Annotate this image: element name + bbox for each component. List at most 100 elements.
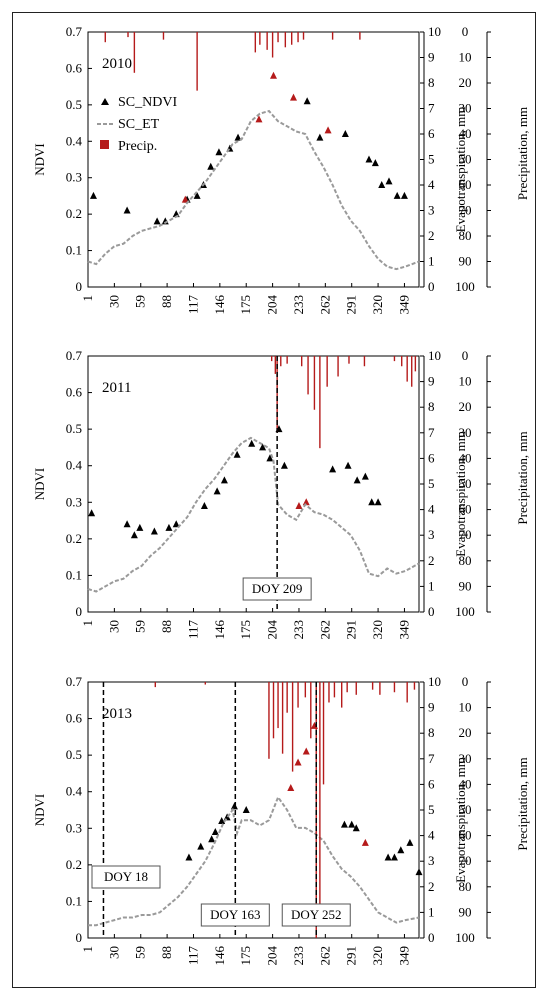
ndvi-point: [384, 853, 392, 861]
et-tick-label: 1: [428, 578, 435, 593]
ndvi-point: [150, 527, 158, 535]
ndvi-point: [287, 784, 295, 792]
et-tick-label: 9: [428, 700, 435, 715]
precip-tick-label: 60: [459, 502, 472, 517]
et-tick-label: 10: [428, 348, 441, 363]
chart-panel-2013: 00.10.20.30.40.50.60.7NDVI012345678910Ev…: [32, 674, 530, 966]
ndvi-tick-label: 0: [76, 930, 83, 945]
ndvi-tick-label: 0.2: [66, 857, 82, 872]
et-axis-label: Evapotranspiration, mm: [453, 107, 468, 233]
et-tick-label: 4: [428, 828, 435, 843]
x-tick-label: 59: [133, 946, 148, 959]
et-tick-label: 0: [428, 930, 435, 945]
ndvi-point: [136, 523, 144, 531]
ndvi-point: [348, 820, 356, 828]
et-tick-label: 6: [428, 450, 435, 465]
precip-tick-label: 80: [459, 228, 472, 243]
ndvi-axis-label: NDVI: [32, 468, 47, 501]
x-tick-label: 146: [212, 946, 227, 966]
ndvi-tick-label: 0.7: [66, 674, 83, 689]
ndvi-point: [302, 747, 310, 755]
ndvi-point: [266, 454, 274, 462]
precip-tick-label: 90: [459, 254, 472, 269]
precip-tick-label: 30: [459, 751, 472, 766]
x-tick-label: 1: [80, 295, 95, 302]
ndvi-point: [400, 191, 408, 199]
ndvi-point: [218, 816, 226, 824]
ndvi-point: [340, 820, 348, 828]
chart-panel-2011: 00.10.20.30.40.50.60.7NDVI012345678910Ev…: [32, 348, 530, 640]
ndvi-tick-label: 0.5: [66, 421, 82, 436]
x-tick-label: 320: [370, 946, 385, 966]
ndvi-tick-label: 0.3: [66, 820, 82, 835]
panel-year-label: 2013: [102, 706, 132, 722]
et-tick-label: 2: [428, 228, 435, 243]
et-tick-label: 1: [428, 254, 435, 269]
ndvi-point: [233, 450, 241, 458]
x-tick-label: 146: [212, 620, 227, 640]
legend-entry: SC_NDVI: [118, 95, 177, 110]
ndvi-point: [406, 838, 414, 846]
ndvi-point: [165, 523, 173, 531]
ndvi-point: [302, 498, 310, 506]
et-tick-label: 2: [428, 879, 435, 894]
ndvi-point: [200, 501, 208, 509]
legend-marker-square: [100, 140, 109, 149]
et-tick-label: 5: [428, 476, 435, 491]
x-tick-label: 291: [344, 295, 359, 315]
ndvi-point: [220, 476, 228, 484]
precip-axis-label: Precipitation, mm: [515, 757, 530, 850]
ndvi-point: [374, 498, 382, 506]
precip-tick-label: 60: [459, 177, 472, 192]
plot-area: [87, 355, 420, 613]
et-line: [87, 436, 420, 593]
ndvi-point: [248, 439, 256, 447]
ndvi-point: [324, 126, 332, 134]
et-tick-label: 2: [428, 553, 435, 568]
precip-axis-label: Precipitation, mm: [515, 431, 530, 524]
et-tick-label: 3: [428, 527, 435, 542]
x-tick-label: 146: [212, 295, 227, 315]
et-tick-label: 3: [428, 203, 435, 218]
x-tick-label: 349: [396, 946, 411, 966]
figure-frame: 0 0.1 0.2 0.3 0.4 0.5 0.6 0.7 NDVI 0 1 2 3 4 5 6 7 8 9 10 Ev…: [12, 12, 536, 988]
doy-label: DOY 18: [104, 869, 148, 884]
doy-box: [281, 903, 351, 927]
ndvi-tick-label: 0.4: [66, 784, 83, 799]
x-tick-label: 233: [291, 620, 306, 640]
ndvi-point: [385, 177, 393, 185]
ndvi-tick-label: 0: [76, 279, 83, 294]
doy-label: DOY 252: [291, 907, 341, 922]
x-tick-label: 1: [80, 946, 95, 953]
chart-panel-2010: 00.10.20.30.40.50.60.7NDVI012345678910Ev…: [32, 24, 530, 315]
ndvi-tick-label: 0.6: [66, 60, 83, 75]
et-tick-label: 8: [428, 725, 435, 740]
ndvi-point: [259, 443, 267, 451]
ndvi-point: [270, 71, 278, 79]
ndvi-point: [213, 487, 221, 495]
et-axis-label: Evapotranspiration, mm: [453, 757, 468, 883]
et-tick-label: 0: [428, 279, 435, 294]
precip-tick-label: 20: [459, 75, 472, 90]
ndvi-point: [123, 206, 131, 214]
ndvi-tick-label: 0.1: [66, 893, 82, 908]
legend-entry: Precip.: [118, 139, 157, 154]
ndvi-point: [361, 838, 369, 846]
precip-tick-label: 70: [459, 203, 472, 218]
x-tick-label: 349: [396, 620, 411, 640]
precip-tick-label: 50: [459, 476, 472, 491]
ndvi-point: [353, 476, 361, 484]
x-tick-label: 204: [265, 620, 280, 640]
ndvi-point: [390, 853, 398, 861]
legend-entry: SC_ET: [118, 117, 160, 132]
et-tick-label: 7: [428, 101, 435, 116]
precip-tick-label: 0: [462, 674, 469, 689]
x-tick-label: 291: [344, 946, 359, 966]
ndvi-point: [378, 181, 386, 188]
x-tick-label: 88: [159, 620, 174, 633]
ndvi-tick-label: 0.7: [66, 348, 83, 363]
ndvi-point: [207, 162, 215, 170]
doy-box: [242, 577, 312, 601]
ndvi-point: [393, 191, 401, 199]
ndvi-point: [88, 509, 96, 517]
